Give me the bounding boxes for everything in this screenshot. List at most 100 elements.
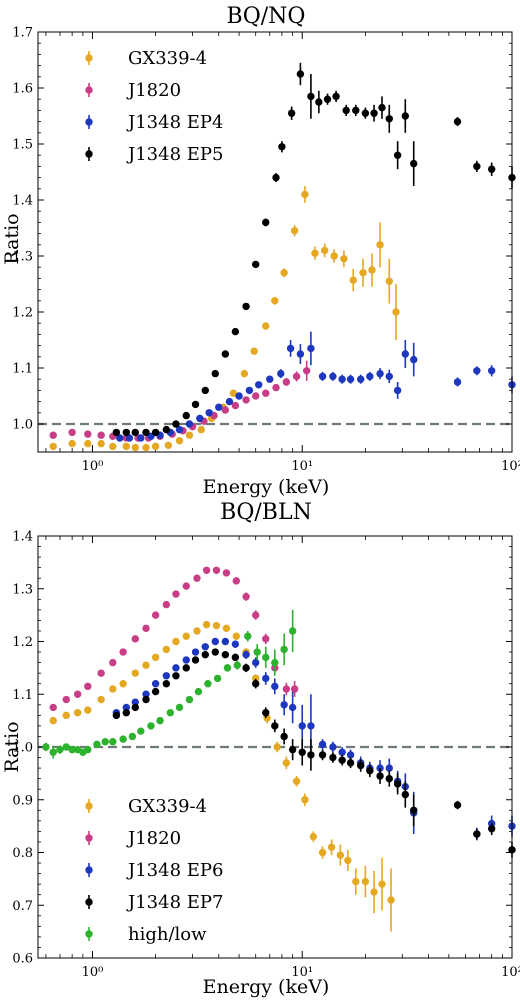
data-point [172, 637, 180, 646]
data-point [172, 664, 180, 672]
data-point [280, 645, 288, 654]
y-tick-label: 1.1 [12, 688, 33, 703]
data-point [221, 406, 230, 414]
data-point [318, 751, 327, 759]
data-point [175, 437, 184, 445]
data-point [68, 439, 76, 448]
data-point [84, 439, 92, 448]
data-point [329, 372, 337, 381]
data-point [196, 414, 204, 423]
data-point [162, 425, 171, 434]
data-point [344, 856, 352, 865]
data-point [185, 431, 194, 439]
data-point [280, 701, 288, 709]
data-point [393, 386, 402, 395]
data-point [410, 159, 418, 168]
data-point [97, 695, 105, 704]
data-point [250, 347, 258, 355]
data-point [296, 350, 305, 358]
series-gx339-4 [49, 620, 395, 932]
data-point [242, 302, 250, 311]
data-point [49, 442, 57, 451]
data-point [271, 682, 279, 691]
data-point [262, 653, 270, 662]
series-j1348-ep5 [112, 62, 516, 437]
legend-marker [85, 930, 93, 938]
data-point [251, 658, 260, 667]
data-point [151, 653, 160, 662]
legend-label: J1820 [126, 80, 181, 101]
data-point [156, 716, 164, 725]
data-point [231, 401, 240, 410]
data-point [321, 246, 329, 255]
y-tick-label: 1.4 [12, 194, 33, 209]
y-tick-label: 1.2 [12, 306, 33, 321]
data-point [385, 774, 393, 783]
data-point [131, 669, 139, 677]
data-point [122, 428, 131, 437]
data-point [330, 252, 338, 260]
legend-label: J1348 EP6 [126, 860, 223, 881]
legend-marker [85, 54, 93, 62]
x-tick-label: 10⁰ [82, 459, 104, 474]
data-point [346, 375, 355, 383]
data-point [235, 392, 243, 400]
data-point [266, 375, 274, 383]
data-point [109, 442, 117, 451]
data-point [357, 375, 365, 383]
data-point [201, 643, 209, 651]
data-point [453, 801, 462, 809]
data-point [194, 687, 203, 696]
data-point [453, 378, 462, 386]
series-j1348-ep7 [112, 648, 516, 858]
data-point [370, 109, 378, 117]
y-tick-label: 1.0 [12, 741, 33, 756]
data-point [378, 103, 386, 112]
data-point [93, 740, 101, 749]
data-point [151, 611, 160, 619]
data-point [84, 706, 92, 714]
data-point [131, 428, 139, 437]
data-point [182, 656, 190, 664]
axes-frame [37, 31, 513, 453]
legend-label: J1348 EP7 [126, 892, 223, 913]
data-point [301, 796, 309, 804]
data-point [290, 227, 299, 235]
y-tick-label: 1.3 [12, 582, 33, 597]
data-point [302, 367, 311, 375]
legend: GX339-4 J1820 J1348 EP4 J1348 EP5 [85, 48, 223, 165]
bottom-panel: BQ/BLN Energy (keV) Ratio 0.6 0.7 0.8 0.9 1.… [1, 500, 520, 998]
legend-marker [85, 86, 93, 94]
data-point [119, 735, 127, 743]
series-gx339-4 [49, 186, 400, 452]
data-point [62, 743, 70, 751]
data-point [292, 777, 301, 785]
y-tick-label: 1.4 [12, 530, 33, 545]
legend-label: J1348 EP5 [126, 144, 223, 165]
data-point [307, 722, 315, 730]
data-point [366, 372, 374, 381]
data-point [311, 249, 319, 257]
data-point [232, 577, 241, 585]
data-point [378, 880, 386, 888]
data-point [361, 109, 370, 117]
data-point [112, 428, 121, 437]
data-point [376, 369, 384, 378]
data-point [175, 703, 184, 712]
data-point [251, 680, 260, 688]
data-point [109, 685, 117, 693]
data-point [162, 600, 171, 609]
data-point [142, 690, 150, 698]
data-point [287, 109, 296, 117]
bottom-y-axis-label: Ratio [1, 721, 23, 772]
data-point [182, 664, 190, 672]
data-point [318, 848, 327, 857]
data-point [251, 674, 260, 683]
data-point [346, 759, 355, 767]
data-point [221, 650, 230, 659]
data-point [251, 611, 260, 619]
data-point [385, 372, 393, 381]
data-point [282, 378, 291, 386]
data-point [131, 635, 139, 643]
data-point [286, 344, 295, 353]
